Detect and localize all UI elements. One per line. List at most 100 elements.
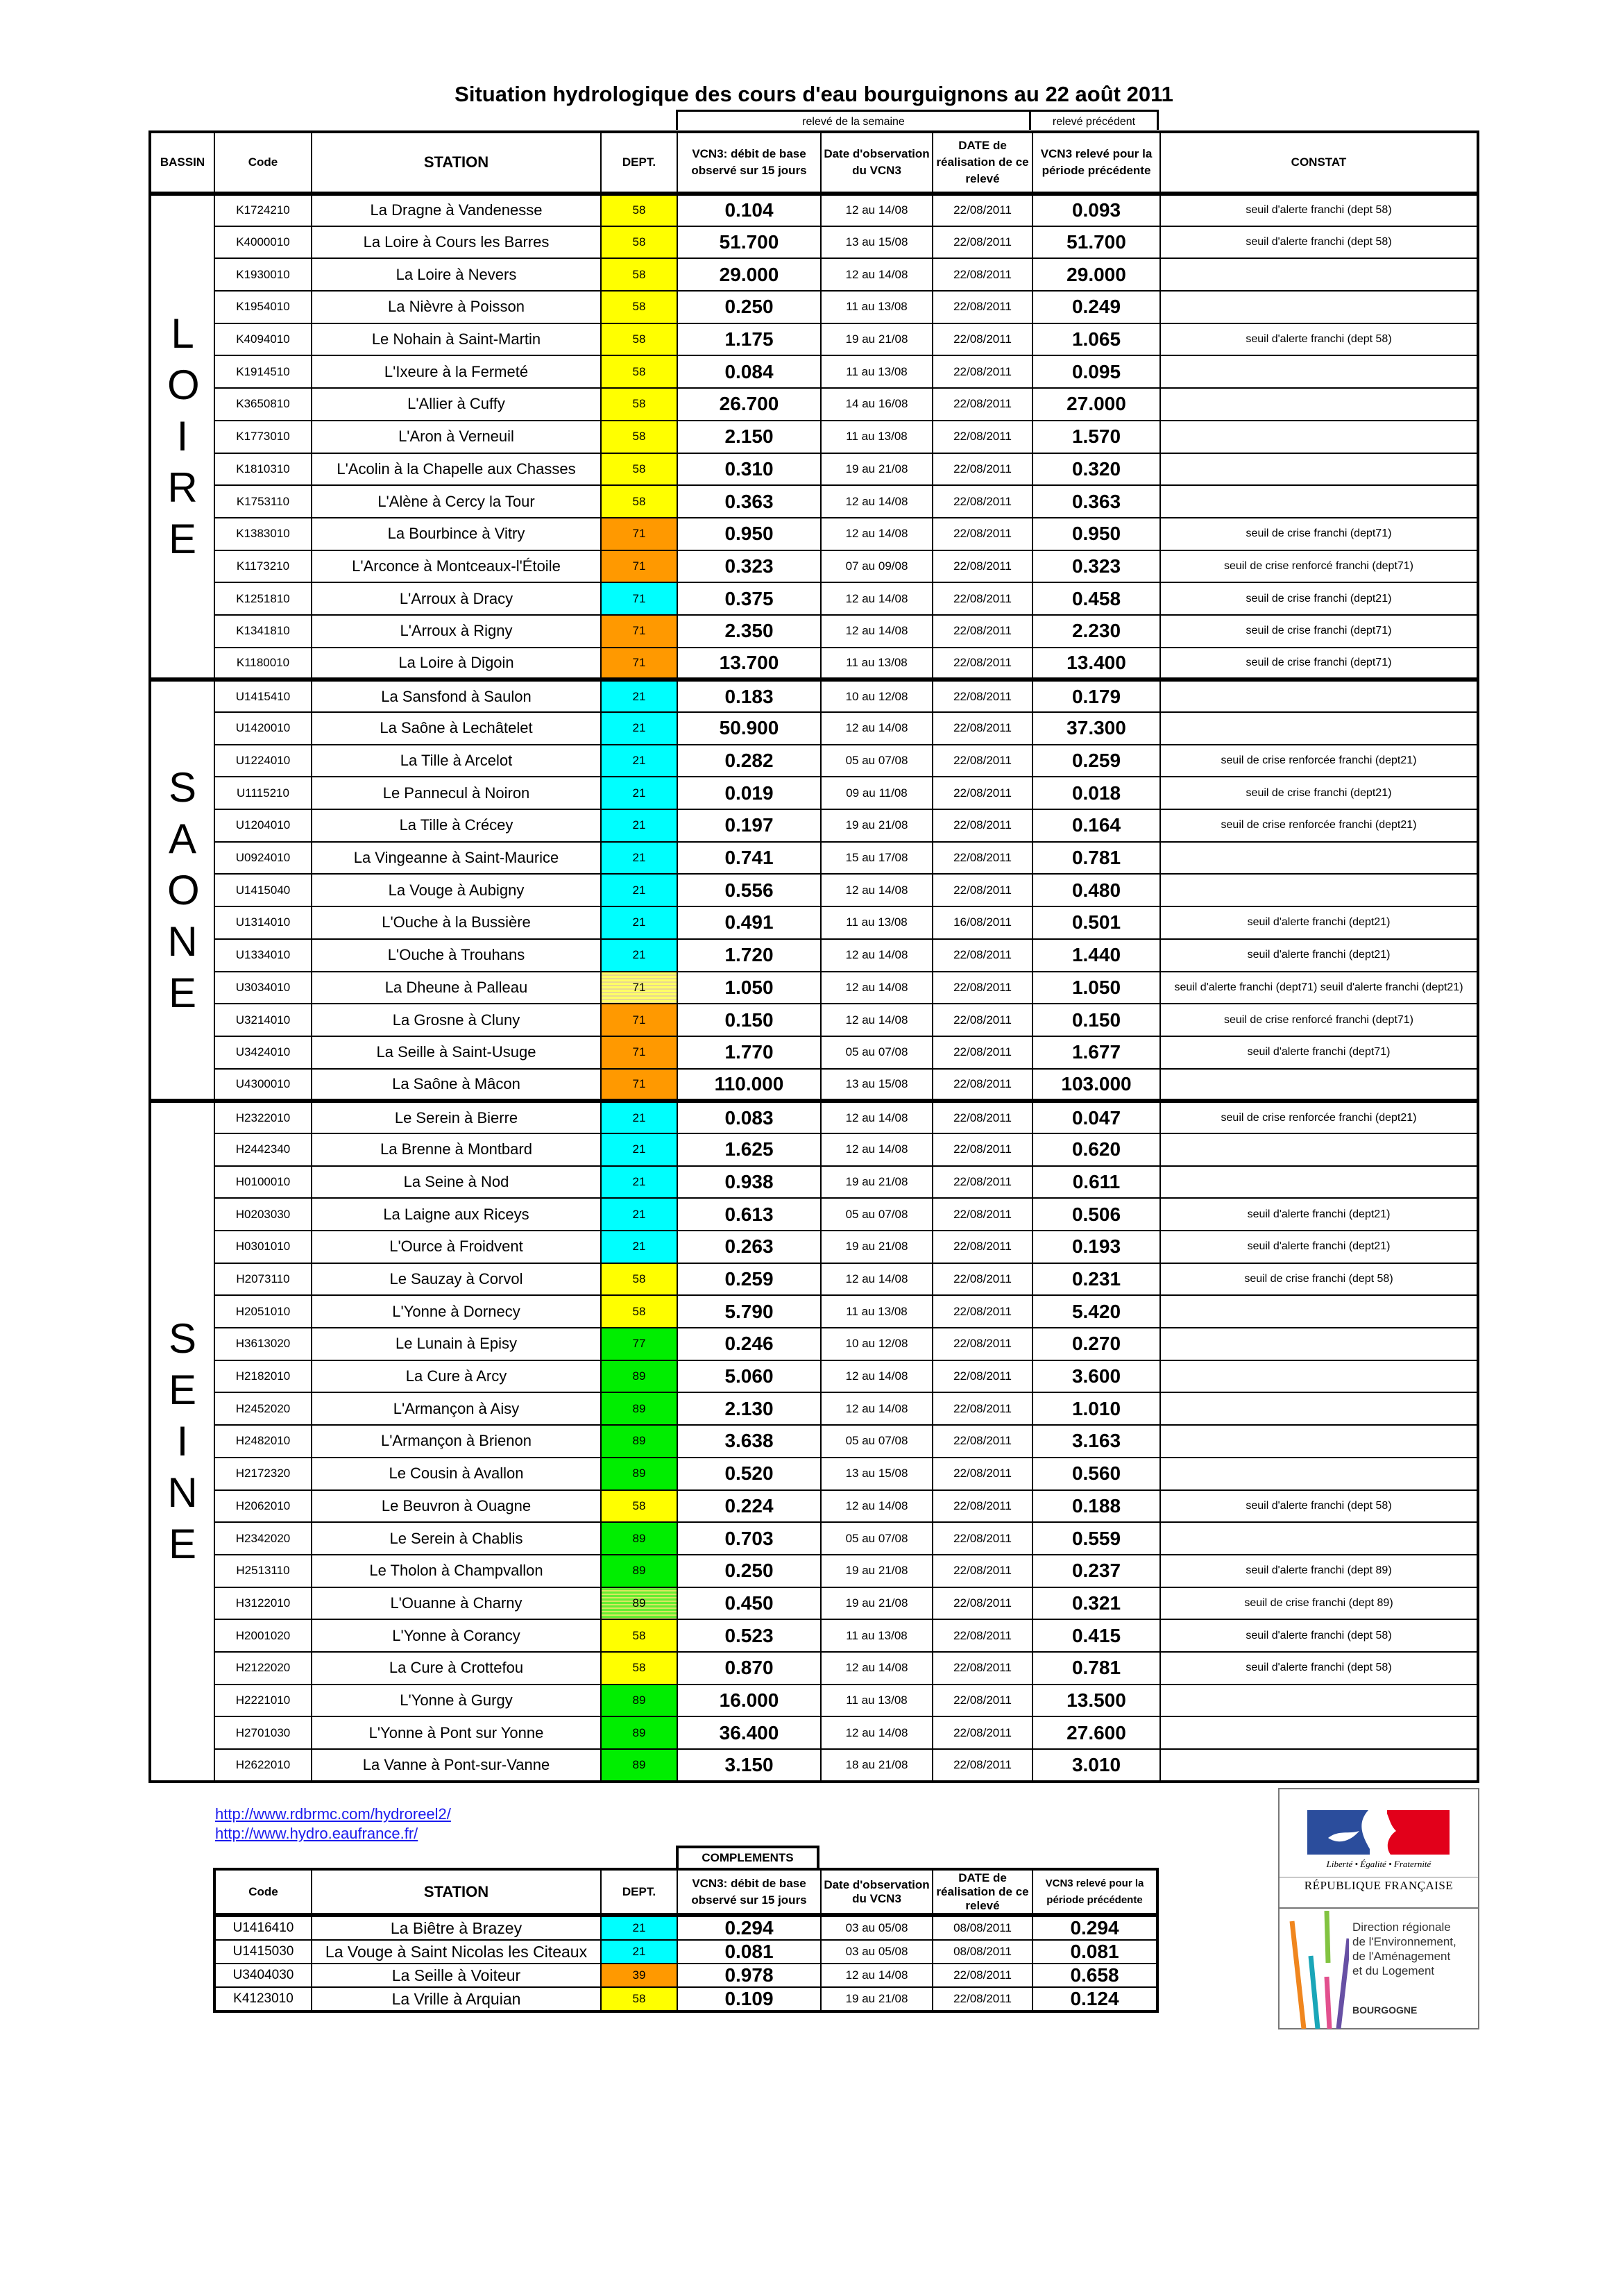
vcn3-value: 3.150 [677,1748,822,1782]
vcn3-previous-value: 0.124 [1032,1986,1158,2012]
observation-date: 12 au 14/08 [820,938,933,972]
station-name: Le Serein à Chablis [311,1521,602,1555]
dept-badge: 21 [600,906,678,940]
vcn3-value: 0.491 [677,906,822,940]
observation-date: 12 au 14/08 [820,1489,933,1523]
observation-date: 12 au 14/08 [820,711,933,745]
station-code: H2622010 [214,1748,312,1782]
constat-text: seuil d'alerte franchi (dept 58) [1159,225,1479,260]
link-hydro-eaufrance[interactable]: http://www.hydro.eaufrance.fr/ [215,1825,418,1842]
vcn3-previous-value: 0.611 [1032,1165,1161,1199]
station-code: H2051010 [214,1294,312,1329]
report-date: 22/08/2011 [932,1327,1033,1361]
table-row: H2073110 Le Sauzay à Corvol 58 0.259 12 au 1… [150,1262,1479,1297]
station-name: L'Acolin à la Chapelle aux Chasses [311,452,602,487]
bassin-cell: SEINE [149,1099,215,1782]
bassin-cell: SAONE [149,677,215,1102]
observation-date: 03 au 05/08 [820,1914,933,1941]
vcn3-previous-value: 0.047 [1032,1099,1161,1134]
report-date: 22/08/2011 [932,258,1033,292]
station-name: La Dragne à Vandenesse [311,193,602,227]
report-date: 22/08/2011 [932,290,1033,324]
station-name: La Loire à Cours les Barres [311,225,602,260]
vcn3-value: 0.613 [677,1197,822,1231]
observation-date: 19 au 21/08 [820,452,933,487]
vcn3-previous-value: 0.781 [1032,1651,1161,1685]
vcn3-value: 29.000 [677,258,822,292]
station-name: La Vouge à Aubigny [311,873,602,908]
constat-text: seuil de crise renforcé franchi (dept71) [1159,549,1479,584]
station-name: L'Armançon à Brienon [311,1424,602,1458]
report-date: 22/08/2011 [932,193,1033,227]
station-name: La Loire à Nevers [311,258,602,292]
vcn3-previous-value: 0.294 [1032,1914,1158,1941]
dept-badge: 21 [600,1914,678,1941]
report-date: 22/08/2011 [932,1035,1033,1070]
station-code: H2482010 [214,1424,312,1458]
station-name: La Vingeanne à Saint-Maurice [311,841,602,875]
dept-badge: 21 [600,1099,678,1134]
observation-date: 13 au 15/08 [820,1067,933,1102]
constat-text [1159,1132,1479,1167]
station-name: L'Ource à Froidvent [311,1230,602,1264]
station-code: H0100010 [214,1165,312,1199]
report-date: 22/08/2011 [932,1424,1033,1458]
vcn3-previous-value: 1.440 [1032,938,1161,972]
link-rdbrmc[interactable]: http://www.rdbrmc.com/hydroreel2/ [215,1805,451,1823]
station-name: Le Tholon à Champvallon [311,1553,602,1588]
dept-badge: 58 [600,1986,678,2012]
constat-text [1159,1067,1479,1102]
vcn3-previous-value: 0.559 [1032,1521,1161,1555]
vcn3-previous-value: 0.658 [1032,1963,1158,1988]
vcn3-value: 0.104 [677,193,822,227]
vcn3-value: 0.246 [677,1327,822,1361]
vcn3-value: 0.224 [677,1489,822,1523]
vcn3-value: 110.000 [677,1067,822,1102]
observation-date: 10 au 12/08 [820,677,933,713]
station-code: K1914510 [214,355,312,389]
report-date: 22/08/2011 [932,776,1033,811]
header-dept: DEPT. [600,1868,678,1917]
vcn3-value: 0.183 [677,677,822,713]
station-code: K3650810 [214,387,312,421]
station-code: U3214010 [214,1003,312,1037]
vcn3-value: 0.703 [677,1521,822,1555]
dept-badge: 89 [600,1716,678,1750]
report-date: 22/08/2011 [932,549,1033,584]
station-code: H2221010 [214,1683,312,1718]
dept-badge: 89 [600,1359,678,1394]
vcn3-value: 0.250 [677,290,822,324]
constat-text: seuil d'alerte franchi (dept 58) [1159,1489,1479,1523]
vcn3-previous-value: 29.000 [1032,258,1161,292]
vcn3-value: 0.150 [677,1003,822,1037]
constat-text [1159,873,1479,908]
observation-date: 19 au 21/08 [820,1230,933,1264]
complements-row: K4123010 La Vrille à Arquian 58 0.109 19 au … [214,1986,1158,2012]
marianne-flag-icon [1307,1810,1450,1855]
observation-date: 11 au 13/08 [820,1683,933,1718]
dept-badge: 71 [600,1067,678,1102]
vcn3-value: 2.130 [677,1392,822,1426]
dept-badge: 77 [600,1327,678,1361]
vcn3-previous-value: 13.500 [1032,1683,1161,1718]
table-row: U3214010 La Grosne à Cluny 71 0.150 12 au 14… [150,1003,1479,1037]
constat-text [1159,452,1479,487]
vcn3-previous-value: 0.150 [1032,1003,1161,1037]
station-code: H0203030 [214,1197,312,1231]
vcn3-previous-value: 1.677 [1032,1035,1161,1070]
vcn3-value: 0.282 [677,743,822,778]
vcn3-value: 0.870 [677,1651,822,1685]
vcn3-value: 0.450 [677,1586,822,1621]
station-name: Le Beuvron à Ouagne [311,1489,602,1523]
dept-badge: 71 [600,646,678,681]
dept-badge: 21 [600,873,678,908]
observation-date: 18 au 21/08 [820,1748,933,1782]
report-date: 08/08/2011 [932,1914,1033,1941]
station-name: La Saône à Mâcon [311,1067,602,1102]
report-date: 16/08/2011 [932,906,1033,940]
vcn3-previous-value: 1.050 [1032,970,1161,1005]
complements-label: COMPLEMENTS [676,1846,819,1868]
vcn3-previous-value: 13.400 [1032,646,1161,681]
station-code: U1420010 [214,711,312,745]
table-row: H2701030 L'Yonne à Pont sur Yonne 89 36.400… [150,1716,1479,1750]
